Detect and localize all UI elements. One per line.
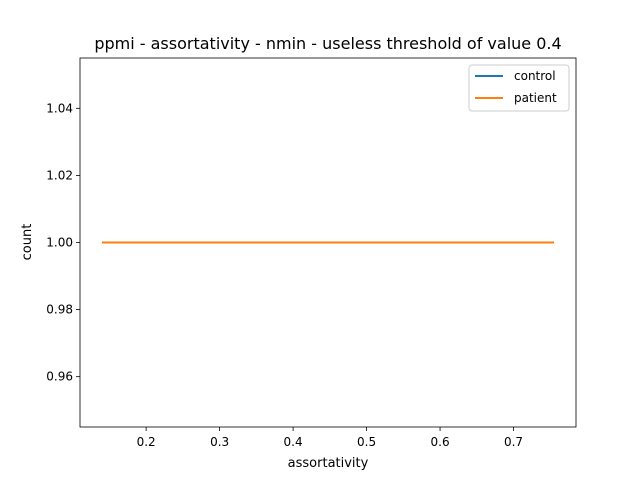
x-axis-label: assortativity xyxy=(288,456,369,471)
x-tick-label: 0.5 xyxy=(357,435,376,449)
y-axis-label: count xyxy=(20,224,35,261)
chart-title: ppmi - assortativity - nmin - useless th… xyxy=(94,34,561,53)
x-tick-label: 0.2 xyxy=(137,435,156,449)
y-tick-label: 1.04 xyxy=(46,101,73,115)
x-tick-label: 0.6 xyxy=(431,435,450,449)
y-tick-label: 1.00 xyxy=(46,236,73,250)
y-axis: 0.96 0.98 1.00 1.02 1.04 xyxy=(46,101,80,384)
x-tick-label: 0.4 xyxy=(284,435,303,449)
legend-label-control: control xyxy=(514,69,556,83)
y-tick-label: 0.98 xyxy=(46,303,73,317)
x-axis: 0.2 0.3 0.4 0.5 0.6 0.7 xyxy=(137,427,523,449)
legend: control patient xyxy=(468,64,570,112)
legend-label-patient: patient xyxy=(514,91,557,105)
x-tick-label: 0.7 xyxy=(504,435,523,449)
y-tick-label: 1.02 xyxy=(46,168,73,182)
y-tick-label: 0.96 xyxy=(46,370,73,384)
x-tick-label: 0.3 xyxy=(210,435,229,449)
